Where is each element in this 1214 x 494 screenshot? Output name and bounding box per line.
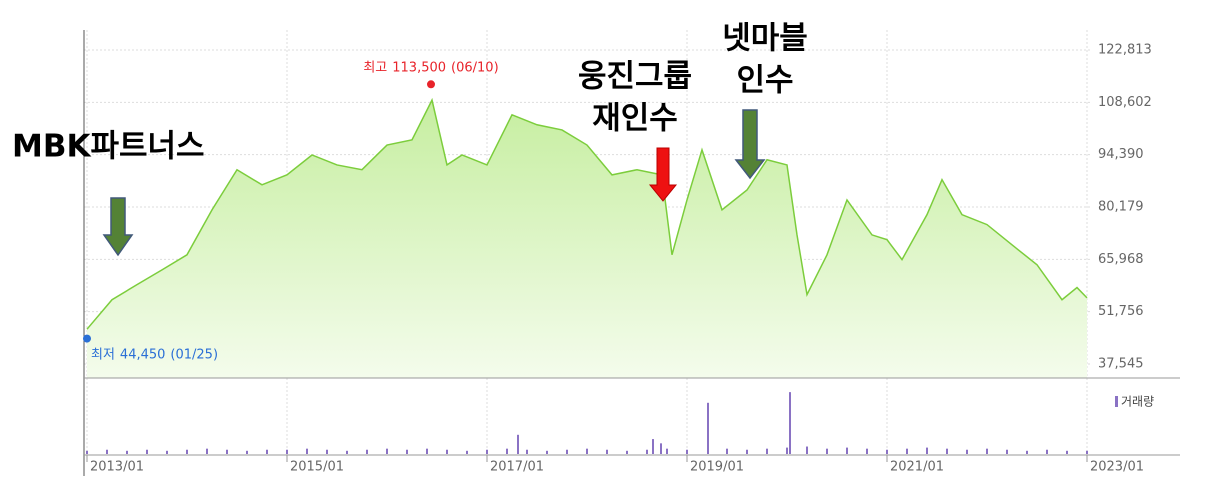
volume-bar [707, 402, 709, 454]
x-tick-label: 2013/01 [90, 460, 144, 475]
volume-bar [326, 449, 328, 454]
x-tick-label: 2021/01 [890, 460, 944, 475]
volume-bar [1046, 449, 1048, 454]
volume-bar [1006, 449, 1008, 454]
y-tick-label: 37,545 [1098, 357, 1144, 372]
line [86, 97, 1088, 330]
volume-bar [766, 448, 768, 454]
high-marker [427, 80, 435, 89]
volume-bar [1066, 450, 1068, 454]
volume-bar [446, 449, 448, 454]
x-tick-label: 2017/01 [490, 460, 544, 475]
volume-bar [146, 449, 148, 454]
volume-bar [666, 448, 668, 454]
low-date: (01/25) [170, 347, 218, 362]
volume-bar [346, 450, 348, 454]
volume-bar [266, 449, 268, 454]
annotation: 웅진그룹 [578, 59, 692, 95]
low-label: 최저 44,450 (01/25) [91, 347, 218, 362]
volume-legend: 거래량 [1121, 395, 1154, 409]
volume-legend-swatch [1115, 396, 1118, 407]
high-label: 최고 [363, 60, 387, 75]
plot [86, 97, 1088, 454]
volume-bar [466, 450, 468, 454]
volume-bar [886, 449, 888, 454]
y-tick-label: 108,602 [1098, 95, 1152, 110]
volume-bar [746, 449, 748, 454]
volume-bar [626, 450, 628, 454]
volume-bar [126, 450, 128, 454]
y-tick-label: 94,390 [1098, 147, 1144, 162]
volume-bar [486, 449, 488, 454]
low-marker [83, 334, 91, 343]
volume-bar [526, 449, 528, 454]
y-tick-label: 65,968 [1098, 252, 1144, 267]
volume-bar [506, 448, 508, 454]
volume-bar [306, 448, 308, 454]
volume-bar [226, 449, 228, 454]
arrow [734, 109, 766, 180]
volume-bar [926, 447, 928, 454]
volume-bar [946, 448, 948, 454]
volume-bar [286, 449, 288, 454]
x-tick-label: 2023/01 [1090, 460, 1144, 475]
annotation: MBK파트너스 [12, 129, 205, 165]
volume-bar [686, 449, 688, 454]
volume-bar [517, 434, 519, 454]
volume-bar [546, 450, 548, 454]
low-value-label: 44,450 [120, 347, 166, 362]
volume-bar [166, 450, 168, 454]
volume-bar [206, 448, 208, 454]
volume-bar [660, 443, 662, 454]
volume-bar [366, 449, 368, 454]
volume-bar [786, 447, 788, 454]
high-label: 최고 113,500 (06/10) [363, 60, 498, 75]
volume-bar [1026, 450, 1028, 454]
volume-bar [646, 449, 648, 454]
volume-bar [726, 448, 728, 454]
volume-bar [426, 448, 428, 454]
volume-bar [866, 448, 868, 454]
volume-bar [789, 392, 791, 454]
annotations: MBK파트너스 웅진그룹 재인수 넷마블 인수 [12, 21, 808, 257]
volume-bar [586, 448, 588, 454]
high-date: (06/10) [451, 60, 499, 75]
volume-bar [406, 449, 408, 454]
volume-bar [566, 449, 568, 454]
volume-bar [186, 449, 188, 454]
y-tick-label: 80,179 [1098, 199, 1144, 214]
volume-bar [106, 449, 108, 454]
volume-bar [846, 447, 848, 454]
volume-bar [86, 450, 88, 454]
x-tick-label: 2019/01 [690, 460, 744, 475]
volume-bar [806, 446, 808, 454]
annotation: 재인수 [592, 101, 678, 137]
volume-bar [906, 448, 908, 454]
x-tick-label: 2015/01 [290, 460, 344, 475]
y-tick-label: 122,813 [1098, 42, 1152, 57]
low-label: 최저 [91, 347, 115, 362]
volume-bar [986, 448, 988, 454]
y-tick-label: 51,756 [1098, 304, 1144, 319]
volume-bar [966, 449, 968, 454]
volume-bar [826, 448, 828, 454]
volume-bar [246, 450, 248, 454]
arrow [648, 147, 678, 202]
arrow [102, 197, 134, 257]
volume-bar [386, 448, 388, 454]
volume-bar [1086, 450, 1088, 454]
high-value-label: 113,500 [392, 60, 446, 75]
area [87, 100, 1087, 378]
annotation: 넷마블 [722, 21, 808, 57]
volume-bar [652, 439, 654, 454]
annotation: 인수 [736, 63, 793, 99]
volume-bar [606, 449, 608, 454]
